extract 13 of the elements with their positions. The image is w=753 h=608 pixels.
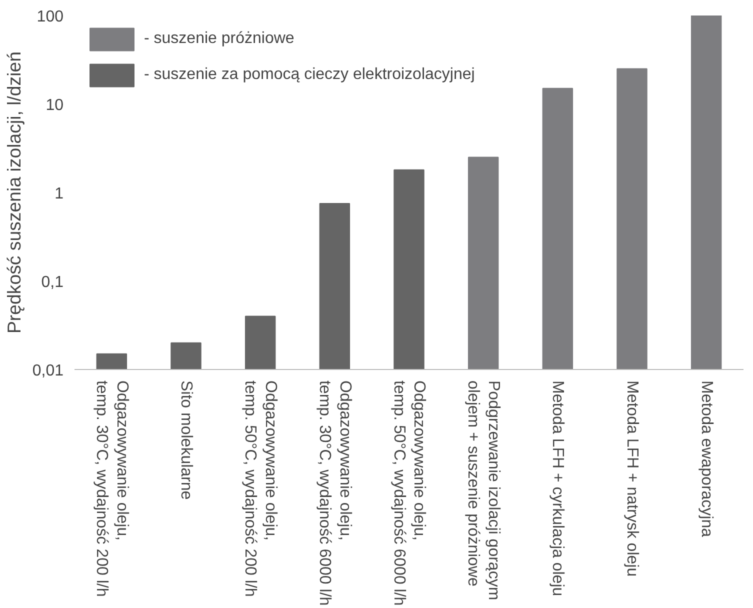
y-tick-label: 1: [54, 186, 64, 202]
x-tick-label: Metoda ewaporacyjna: [698, 380, 715, 538]
x-tick-label: Sito molekularne: [178, 380, 194, 500]
x-tick-label: Odgazowywanie oleju, temp. 30°C, wydajność 200 l/h: [92, 380, 130, 597]
x-tick-label: Metoda LFH + cyrkulacja oleju: [549, 380, 566, 596]
y-tick-label: 0,01: [32, 362, 64, 380]
legend-label: - suszenie za pomocą cieczy elektroizolacyjnej: [144, 66, 475, 84]
y-axis-title: Prędkość suszenia izolacji, l/dzień: [3, 51, 24, 334]
y-tick-label: 10: [46, 97, 64, 114]
y-tick-label: 100: [36, 8, 64, 26]
x-tick-label: Metoda LFH + natrysk oleju: [624, 380, 640, 577]
legend-label: - suszenie próżniowe: [144, 30, 294, 48]
y-tick-label: 0,1: [41, 274, 64, 291]
